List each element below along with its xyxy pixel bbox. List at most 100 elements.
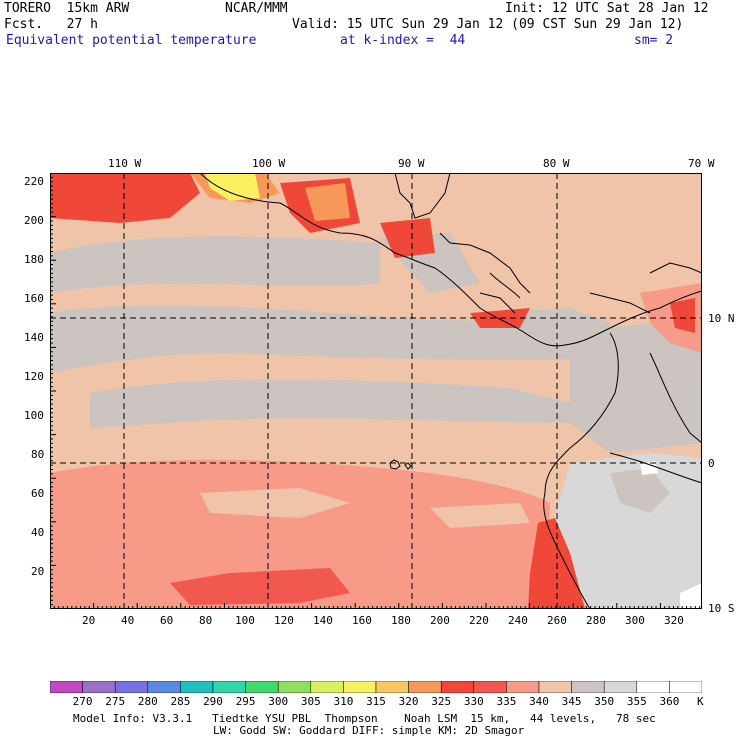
y-tick-label: 180: [24, 253, 44, 266]
colorbar-label: 350: [594, 695, 615, 708]
salmon-area: [50, 459, 550, 609]
model-info-line2: LW: Godd SW: Goddard DIFF: simple KM: 2D…: [213, 724, 525, 737]
colorbar-label: 345: [561, 695, 582, 708]
frame-ticks: [50, 173, 701, 609]
map-panel: [50, 173, 702, 609]
y-tick-label: 160: [24, 292, 44, 305]
colorbar-swatch: [506, 681, 540, 693]
colorbar-label: 305: [300, 695, 321, 708]
yellow-area: [205, 173, 260, 201]
center-name: NCAR/MMM: [225, 1, 288, 16]
y-tick-label: 100: [24, 409, 44, 422]
x-tick-label: 200: [430, 614, 450, 627]
colorbar-label: 315: [366, 695, 386, 708]
red-area: [670, 298, 695, 333]
x-tick-label: 40: [121, 614, 135, 627]
orange-area: [305, 183, 350, 221]
x-tick-label: 280: [586, 614, 606, 627]
colorbar-swatch: [245, 681, 279, 693]
x-tick-label: 20: [82, 614, 96, 627]
colorbar-label: 330: [463, 695, 484, 708]
colorbar: [50, 681, 702, 693]
x-tick-label: 100: [235, 614, 255, 627]
lon-label-70w: 70 W: [688, 157, 715, 170]
x-tick-label: 320: [664, 614, 684, 627]
colorbar-label: 340: [529, 695, 549, 708]
field-name: Equivalent potential temperature: [6, 33, 257, 48]
lat-label-10s: 10 S: [708, 602, 735, 615]
colorbar-swatch: [82, 681, 116, 693]
gray-land: [610, 468, 670, 513]
x-tick-label: 240: [508, 614, 528, 627]
colorbar-swatch: [180, 681, 214, 693]
colorbar-swatch: [473, 681, 507, 693]
colorbar-swatch: [603, 681, 638, 693]
x-tick-label: 180: [391, 614, 411, 627]
y-tick-label: 120: [24, 370, 44, 383]
x-tick-label: 260: [547, 614, 567, 627]
peach-patch: [430, 503, 530, 528]
red-area: [170, 568, 350, 605]
colorbar-swatch: [571, 681, 605, 693]
colorbar-swatch: [147, 681, 181, 693]
lat-label-equator: 0: [708, 457, 715, 470]
y-tick-label: 200: [24, 214, 44, 227]
colorbar-label: 320: [398, 695, 419, 708]
x-tick-label: 60: [160, 614, 174, 627]
x-tick-label: 80: [199, 614, 213, 627]
y-tick-label: 60: [31, 487, 45, 500]
y-tick-label: 20: [31, 565, 45, 578]
colorbar-swatch: [50, 681, 83, 693]
colorbar-label: 355: [626, 695, 647, 708]
lon-label-100w: 100 W: [252, 157, 286, 170]
gray-band: [570, 323, 702, 453]
colorbar-swatch: [538, 681, 572, 693]
red-area: [380, 218, 435, 258]
valid-time: Valid: 15 UTC Sun 29 Jan 12 (09 CST Sun …: [292, 17, 684, 32]
colorbar-swatch: [408, 681, 442, 693]
coastlines: [199, 173, 702, 609]
colorbar-swatch: [343, 681, 377, 693]
y-tick-label: 40: [31, 526, 45, 539]
lon-label-80w: 80 W: [543, 157, 570, 170]
lon-label-90w: 90 W: [398, 157, 425, 170]
colorbar-swatch: [375, 681, 409, 693]
lon-label-110w: 110 W: [108, 157, 142, 170]
y-tick-label: 80: [31, 448, 45, 461]
forecast-hour: Fcst. 27 h: [4, 17, 98, 32]
x-tick-label: 140: [313, 614, 333, 627]
x-tick-label: 300: [625, 614, 645, 627]
model-info-line1: Model Info: V3.3.1 Tiedtke YSU PBL Thomp…: [73, 712, 656, 725]
colorbar-label: 295: [235, 695, 256, 708]
y-tick-label: 220: [24, 175, 44, 188]
colorbar-swatch: [440, 681, 475, 693]
gray-band: [50, 236, 380, 293]
colorbar-swatch: [212, 681, 246, 693]
gray-band: [90, 379, 570, 428]
colorbar-swatch: [277, 681, 312, 693]
x-tick-label: 160: [352, 614, 372, 627]
gray-band: [50, 305, 610, 373]
colorbar-label: 275: [105, 695, 126, 708]
colorbar-label: 290: [203, 695, 223, 708]
colorbar-unit: K: [697, 695, 704, 708]
colorbar-label: 310: [333, 695, 354, 708]
colorbar-label: 280: [137, 695, 158, 708]
model-name: TORERO 15km ARW: [4, 1, 130, 16]
colorbar-swatch: [310, 681, 344, 693]
colorbar-label: 285: [170, 695, 191, 708]
colorbar-swatch: [669, 681, 702, 693]
init-time: Init: 12 UTC Sat 28 Jan 12: [505, 1, 709, 16]
colorbar-swatch: [114, 681, 149, 693]
colorbar-label: 325: [431, 695, 452, 708]
lat-lon-grid: [50, 173, 702, 609]
x-tick-label: 220: [469, 614, 489, 627]
colorbar-swatch: [636, 681, 670, 693]
level-info: at k-index = 44: [340, 33, 466, 48]
smoothing-info: sm= 2: [634, 33, 674, 48]
x-tick-label: 120: [274, 614, 294, 627]
red-area: [50, 173, 200, 223]
lat-label-10n: 10 N: [708, 312, 735, 325]
white-patch: [640, 461, 658, 475]
theta-e-map: [50, 173, 702, 609]
